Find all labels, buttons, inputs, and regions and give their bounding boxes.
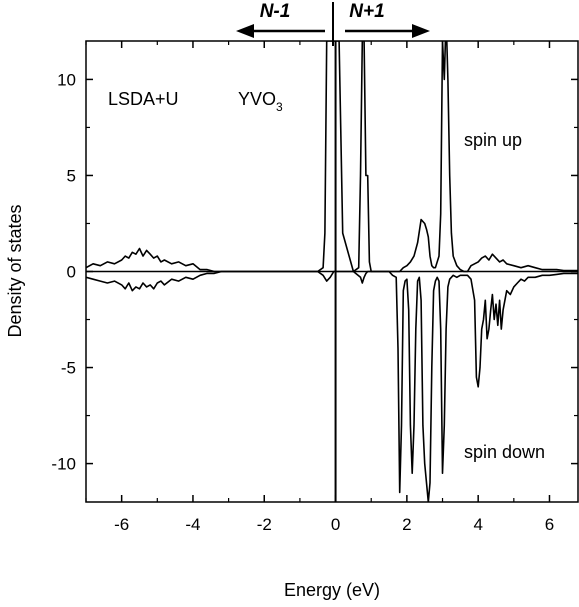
series-line-1 <box>86 41 578 273</box>
y-tick-label: -10 <box>51 455 76 474</box>
y-tick-label: 5 <box>67 166 76 185</box>
left-arrow-icon <box>236 24 254 38</box>
x-tick-label: 0 <box>331 515 340 534</box>
compound-subscript: 3 <box>276 100 283 114</box>
x-tick-label: 2 <box>402 515 411 534</box>
x-axis: -6 -4 -2 0 2 4 6 <box>85 41 554 534</box>
spin-down-label: spin down <box>464 442 545 462</box>
right-arrow-icon <box>412 24 430 38</box>
y-tick-label: 0 <box>67 263 76 282</box>
x-tick-label: 4 <box>473 515 482 534</box>
x-tick-label: -6 <box>114 515 129 534</box>
series-layer <box>86 41 578 502</box>
y-tick-label: -5 <box>61 359 76 378</box>
compound-label: YVO3 <box>238 89 283 114</box>
y-axis: -10 -5 0 5 10 <box>51 70 578 474</box>
x-tick-label: -4 <box>185 515 200 534</box>
y-tick-label: 10 <box>57 70 76 89</box>
y-axis-title: Density of states <box>5 204 25 337</box>
method-label: LSDA+U <box>108 89 179 109</box>
header: N-1 N+1 <box>236 1 430 46</box>
series-line-2 <box>86 270 578 502</box>
header-right-label: N+1 <box>349 1 384 22</box>
x-axis-title: Energy (eV) <box>284 580 380 600</box>
header-left-label: N-1 <box>260 1 291 22</box>
compound-main: YVO <box>238 89 276 109</box>
spin-up-label: spin up <box>464 130 522 150</box>
x-tick-label: 6 <box>545 515 554 534</box>
x-tick-label: -2 <box>257 515 272 534</box>
